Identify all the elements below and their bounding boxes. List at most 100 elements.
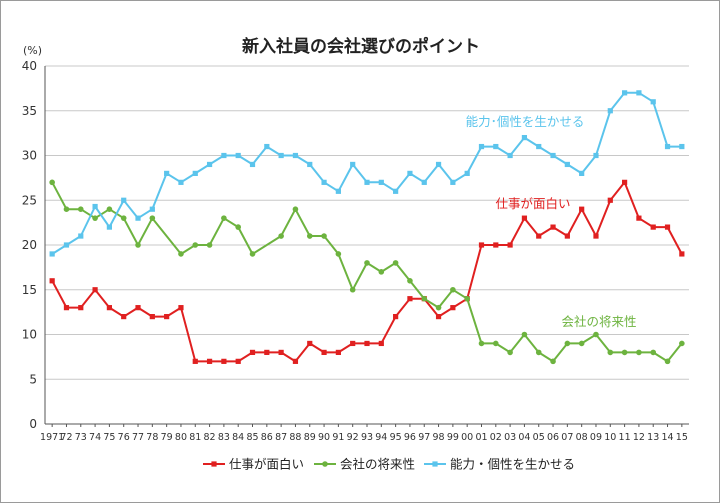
x-tick-label: 88 xyxy=(289,432,301,443)
data-point xyxy=(679,251,685,257)
data-point xyxy=(664,143,671,150)
data-point xyxy=(664,358,671,365)
y-tick-labels: 0 5 10 15 20 25 30 35 40 xyxy=(22,59,37,431)
data-point xyxy=(321,349,327,355)
data-point xyxy=(535,349,542,356)
x-tick-label: 72 xyxy=(60,432,72,443)
data-point xyxy=(636,215,642,221)
data-point xyxy=(192,242,199,248)
data-point xyxy=(579,170,585,176)
data-point xyxy=(435,161,442,168)
legend-label: 仕事が面白い xyxy=(229,457,304,472)
data-point xyxy=(292,206,299,212)
x-tick-label: 78 xyxy=(146,432,158,443)
data-point xyxy=(607,108,613,114)
data-point xyxy=(278,152,284,159)
legend-label: 会社の将来性 xyxy=(340,457,415,472)
data-point xyxy=(192,170,198,176)
data-point xyxy=(164,170,170,176)
x-tick-label: 05 xyxy=(533,432,545,443)
data-point xyxy=(679,340,685,347)
data-point xyxy=(650,349,657,356)
x-tick-label: 07 xyxy=(561,432,573,443)
data-point xyxy=(106,305,112,311)
x-tick-label: 73 xyxy=(75,432,87,443)
data-point xyxy=(636,349,642,356)
data-point xyxy=(607,349,614,356)
x-tick-label: 85 xyxy=(246,432,258,443)
data-point xyxy=(493,340,499,347)
data-point xyxy=(178,305,184,311)
data-point xyxy=(192,358,198,364)
data-point xyxy=(536,233,542,239)
data-point xyxy=(564,340,571,347)
data-point xyxy=(578,340,585,347)
data-point xyxy=(306,233,313,239)
x-tick-label: 04 xyxy=(518,432,530,443)
data-point xyxy=(121,197,127,203)
data-point xyxy=(49,179,55,186)
data-point xyxy=(407,278,413,284)
legend-item: 能力・個性を生かせる xyxy=(424,457,575,472)
legend-item: 会社の将来性 xyxy=(314,457,415,472)
x-tick-label: 96 xyxy=(404,432,416,443)
x-tick-label: 01 xyxy=(475,432,487,443)
data-point xyxy=(650,99,656,105)
data-point xyxy=(421,295,428,302)
x-tick-label: 14 xyxy=(661,432,673,443)
data-point xyxy=(421,179,427,185)
gridlines xyxy=(45,65,689,380)
x-tick-label: 74 xyxy=(89,432,101,443)
series-1 xyxy=(49,179,685,364)
x-tick-label: 89 xyxy=(304,432,316,443)
x-tick-label: 10 xyxy=(604,432,616,443)
x-tick-label: 94 xyxy=(375,432,387,443)
data-point xyxy=(493,242,499,248)
data-point xyxy=(564,233,570,239)
data-point xyxy=(507,349,513,356)
axes xyxy=(44,66,689,427)
x-tick-label: 02 xyxy=(490,432,502,443)
data-point xyxy=(593,233,599,239)
data-point xyxy=(536,143,542,150)
data-point xyxy=(378,340,384,347)
x-tick-label: 99 xyxy=(447,432,459,443)
x-tick-label: 75 xyxy=(103,432,115,443)
data-point xyxy=(350,340,356,347)
x-tick-label: 98 xyxy=(433,432,445,443)
data-point xyxy=(321,179,327,185)
data-point xyxy=(478,143,485,150)
data-point xyxy=(149,206,155,212)
data-point xyxy=(120,215,127,221)
data-point xyxy=(278,233,284,239)
data-point xyxy=(178,179,184,185)
data-point xyxy=(593,331,599,338)
data-point xyxy=(135,305,141,311)
data-point xyxy=(579,206,585,212)
x-tick-label: 12 xyxy=(633,432,645,443)
data-point xyxy=(493,143,499,150)
data-point xyxy=(450,305,456,311)
data-point xyxy=(335,349,341,355)
x-tick-label: 93 xyxy=(361,432,373,443)
x-tick-label: 90 xyxy=(318,432,330,443)
data-point xyxy=(622,90,628,96)
data-point xyxy=(149,314,155,320)
data-point xyxy=(550,152,556,159)
data-point xyxy=(407,170,413,176)
y-tick-label: 20 xyxy=(22,238,37,252)
x-tick-label: 06 xyxy=(547,432,559,443)
series-label: 能力･個性を生かせる xyxy=(466,114,585,129)
data-point xyxy=(607,197,613,203)
data-point xyxy=(450,179,456,185)
data-point xyxy=(206,161,213,168)
data-point xyxy=(135,215,141,221)
data-point xyxy=(450,286,456,293)
data-point xyxy=(206,358,213,364)
series-3 xyxy=(49,90,685,257)
data-point xyxy=(378,269,385,275)
y-tick-label: 5 xyxy=(29,372,37,386)
data-point xyxy=(679,143,685,150)
